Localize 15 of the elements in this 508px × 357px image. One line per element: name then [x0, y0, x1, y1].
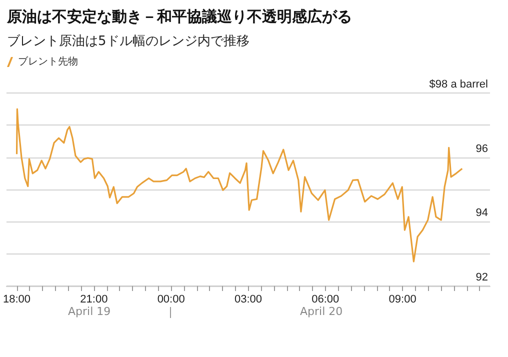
x-tick-label: 21:00	[80, 294, 108, 306]
chart-subtitle: ブレント原油は5ドル幅のレンジ内で推移	[7, 34, 250, 49]
y-tick-label: 94	[476, 207, 488, 220]
x-tick-label: 09:00	[388, 294, 416, 306]
y-tick-label: 96	[476, 142, 488, 155]
chart-title: 原油は不安定な動き－和平協議巡り不透明感広がる	[6, 8, 352, 26]
x-tick-label: 18:00	[3, 294, 31, 306]
x-tick-label: 03:00	[234, 294, 262, 306]
legend-label: ブレント先物	[18, 56, 78, 68]
x-tick-label: 00:00	[157, 294, 185, 306]
y-tick-label: $98 a barrel	[429, 78, 488, 90]
text: April 19	[68, 305, 111, 318]
x-tick-label: 06:00	[312, 294, 340, 306]
y-tick-label: 92	[476, 272, 488, 284]
text: April 20	[300, 305, 343, 318]
